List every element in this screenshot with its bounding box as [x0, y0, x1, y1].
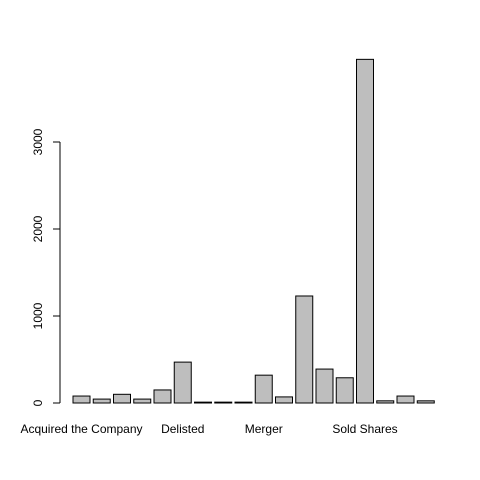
bar	[315, 368, 334, 404]
bar	[275, 396, 293, 404]
bar	[416, 400, 435, 404]
bar	[234, 401, 253, 404]
y-tick-label: 0	[31, 399, 45, 406]
bar	[295, 295, 314, 404]
bar	[133, 398, 152, 404]
bar	[194, 401, 212, 404]
bar	[356, 58, 374, 404]
bar	[92, 398, 111, 404]
bar	[254, 374, 273, 404]
x-tick-label: Merger	[245, 422, 283, 436]
y-tick-label: 2000	[31, 215, 45, 242]
bar	[173, 361, 192, 404]
y-tick-label: 3000	[31, 128, 45, 155]
bar	[376, 400, 395, 404]
bar	[335, 377, 354, 404]
bar	[72, 395, 91, 404]
x-tick-label: Sold Shares	[332, 422, 397, 436]
bar	[113, 393, 131, 404]
x-tick-label: Delisted	[161, 422, 204, 436]
bar	[214, 401, 233, 404]
bar	[396, 395, 415, 404]
y-tick-label: 1000	[31, 302, 45, 329]
x-tick-label: Acquired the Company	[20, 422, 142, 436]
bar	[153, 389, 172, 404]
